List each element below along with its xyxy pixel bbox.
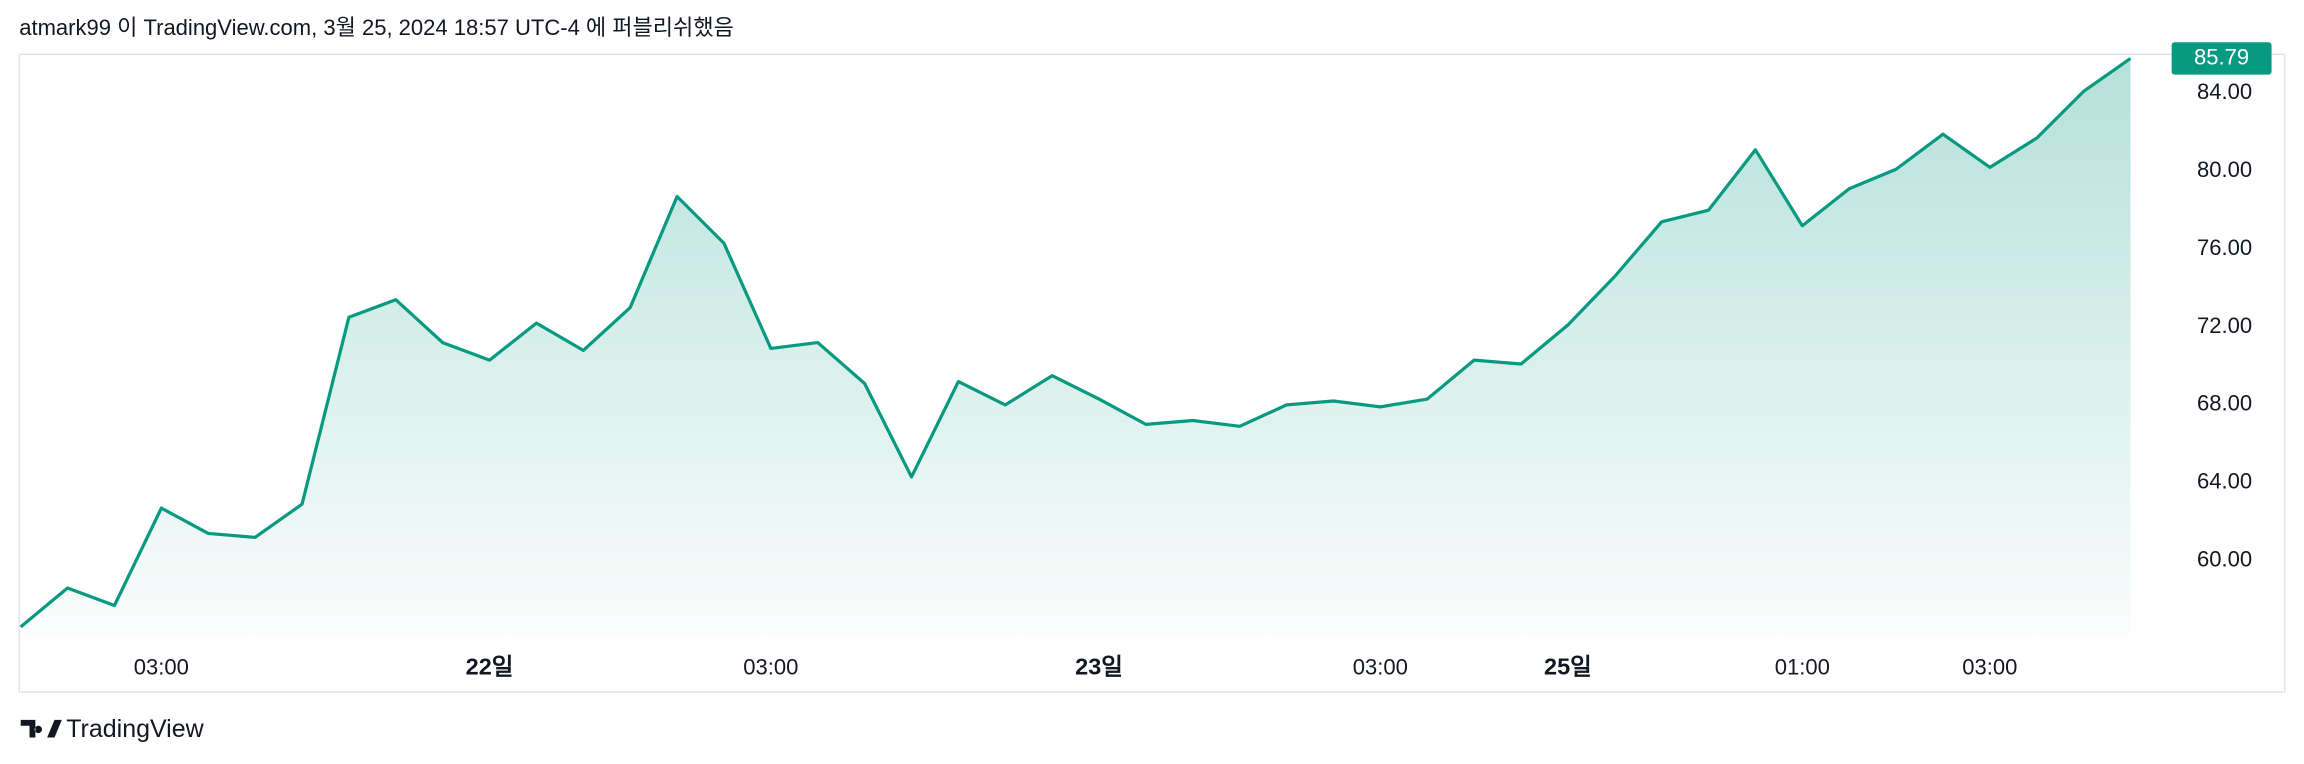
chart-frame (18, 53, 2286, 693)
line (19, 57, 2132, 629)
x-tick-label: 25일 (1544, 654, 1592, 680)
y-tick-label: 84.00 (2197, 79, 2252, 104)
x-tick-label: 03:00 (1353, 654, 1408, 679)
area (20, 58, 2131, 635)
y-tick-label: 80.00 (2197, 157, 2252, 182)
logo (20, 719, 62, 738)
x-tick-label: 03:00 (743, 654, 798, 679)
source: TradingView (66, 715, 204, 743)
y-tick-label: 68.00 (2197, 391, 2252, 416)
x-tick-label: 22일 (466, 654, 514, 680)
last-value-badge: 85.79 (2171, 42, 2272, 75)
y-tick-label: 72.00 (2197, 313, 2252, 338)
last-value-label: 85.79 (2194, 44, 2249, 69)
x-tick-label: 23일 (1075, 654, 1123, 680)
chart-title: atmark99 이 TradingView.com, 3월 25, 2024 … (19, 15, 734, 40)
badge-bg (2171, 42, 2272, 75)
y-tick-label: 60.00 (2197, 547, 2252, 572)
y-tick-label: 64.00 (2197, 469, 2252, 494)
y-tick-label: 76.00 (2197, 235, 2252, 260)
x-tick-label: 03:00 (1962, 654, 2017, 679)
x-tick-label: 03:00 (134, 654, 189, 679)
x-tick-label: 01:00 (1775, 654, 1830, 679)
